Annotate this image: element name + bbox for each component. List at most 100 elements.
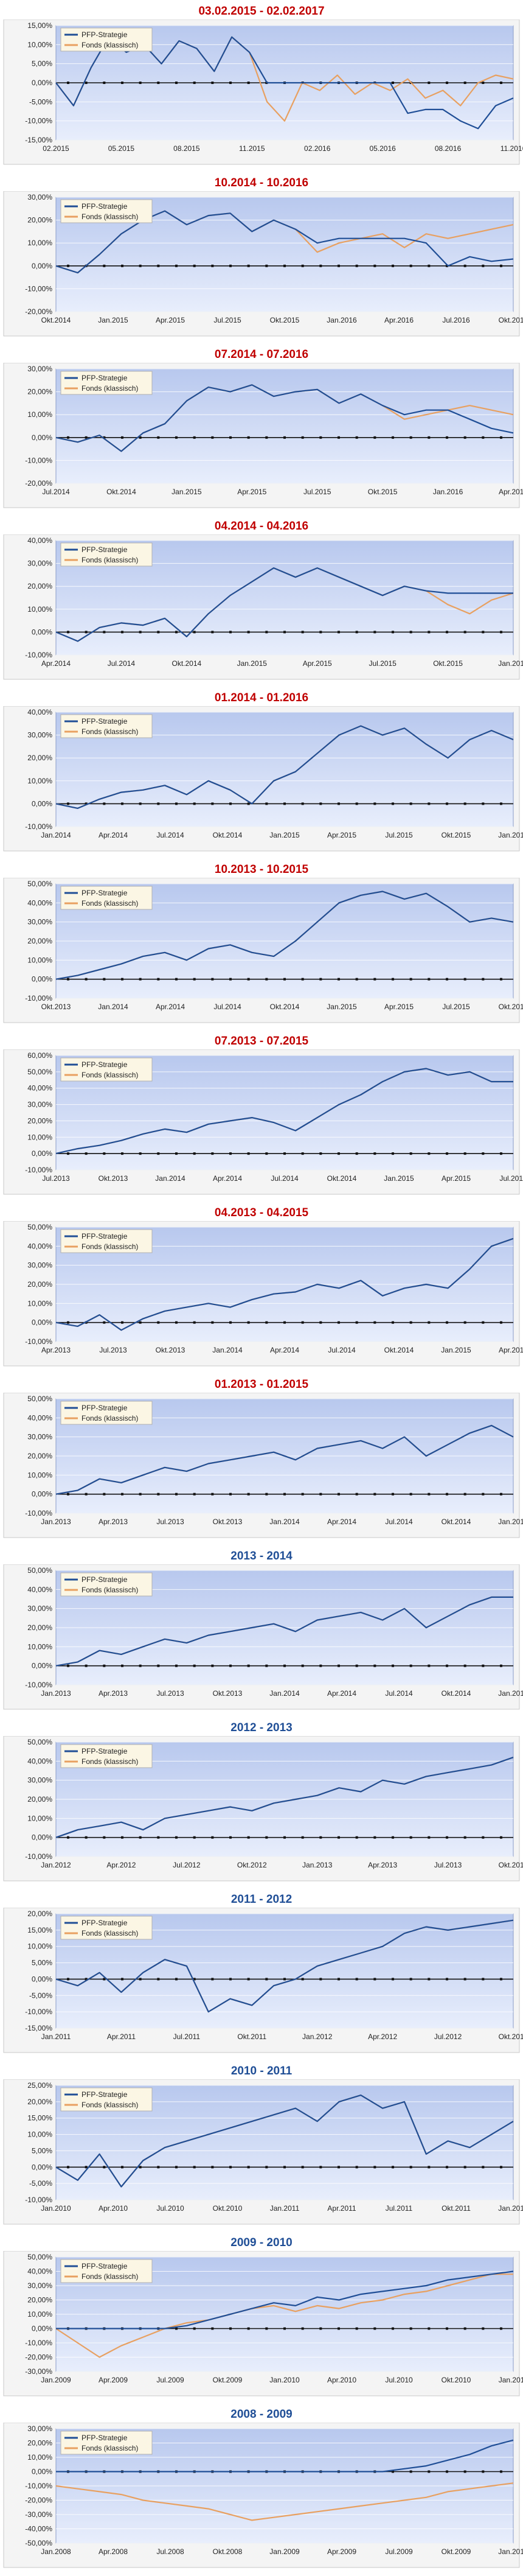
axis-marker	[121, 1493, 123, 1496]
axis-marker	[67, 1978, 69, 1981]
axis-marker	[85, 631, 88, 634]
axis-marker	[175, 2166, 178, 2169]
y-tick-label: 10,00%	[27, 410, 52, 419]
legend-label: PFP-Strategie	[81, 2262, 128, 2270]
x-tick-label: 05.2015	[108, 144, 135, 153]
axis-marker	[301, 2166, 304, 2169]
axis-marker	[482, 802, 485, 805]
axis-marker	[301, 1152, 304, 1155]
x-tick-label: Jan.2015	[441, 1346, 471, 1354]
axis-marker	[283, 802, 286, 805]
legend-label: Fonds (klassisch)	[81, 556, 138, 564]
x-tick-label: Jan.2016	[327, 316, 357, 324]
legend-label: PFP-Strategie	[81, 202, 128, 211]
axis-marker	[428, 2327, 431, 2330]
x-tick-label: Jul.2014	[385, 1517, 413, 1526]
x-tick-label: Apr.2014	[327, 1689, 356, 1698]
x-tick-label: 08.2016	[435, 144, 462, 153]
x-tick-label: Jan.2016	[498, 831, 523, 839]
x-tick-label: Jan.2009	[41, 2376, 71, 2384]
y-tick-label: 30,00%	[27, 918, 52, 926]
x-tick-label: Jul.2015	[385, 831, 413, 839]
axis-marker	[319, 802, 322, 805]
x-tick-label: Okt.2014	[442, 1689, 471, 1698]
y-tick-label: 50,00%	[27, 880, 52, 888]
axis-marker	[121, 802, 123, 805]
y-tick-label: -10,00%	[25, 2339, 52, 2347]
legend-box	[60, 2087, 153, 2112]
axis-marker	[446, 802, 448, 805]
x-tick-label: Apr.2014	[99, 831, 128, 839]
y-tick-label: 10,00%	[27, 956, 52, 964]
axis-marker	[482, 2327, 485, 2330]
axis-marker	[463, 436, 466, 439]
axis-marker	[121, 1321, 123, 1324]
axis-marker	[85, 1978, 88, 1981]
y-tick-label: 0,00%	[32, 2468, 52, 2476]
axis-marker	[193, 1836, 196, 1839]
x-tick-label: Okt.2014	[442, 1517, 471, 1526]
axis-marker	[265, 2166, 268, 2169]
x-tick-label: Jul.2014	[108, 659, 136, 668]
axis-marker	[319, 1152, 322, 1155]
axis-marker	[247, 2166, 250, 2169]
legend-label: PFP-Strategie	[81, 1747, 128, 1755]
x-tick-label: Okt.2015	[368, 488, 398, 496]
axis-marker	[428, 1321, 431, 1324]
y-tick-label: 30,00%	[27, 1433, 52, 1441]
legend-label: PFP-Strategie	[81, 2090, 128, 2099]
x-tick-label: Okt.2013	[99, 1174, 128, 1183]
axis-marker	[247, 1493, 250, 1496]
y-tick-label: 5,00%	[32, 2146, 52, 2155]
axis-marker	[211, 82, 214, 84]
axis-marker	[319, 2327, 322, 2330]
x-tick-label: Jan.2015	[98, 316, 128, 324]
x-tick-label: 05.2016	[369, 144, 396, 153]
axis-marker	[211, 1978, 214, 1981]
axis-marker	[247, 436, 250, 439]
axis-marker	[175, 1152, 178, 1155]
x-tick-label: Jan.2010	[269, 2376, 300, 2384]
series-line	[55, 1068, 513, 1155]
axis-marker	[211, 1321, 214, 1324]
axis-marker	[103, 264, 106, 267]
axis-marker	[211, 436, 214, 439]
axis-marker	[319, 631, 322, 634]
axis-marker	[67, 1321, 69, 1324]
y-tick-label: -15,00%	[25, 136, 52, 144]
axis-marker	[482, 436, 485, 439]
axis-marker	[121, 436, 123, 439]
line-chart: 30,00%20,00%10,00%0,00%-10,00%-20,00%Jul…	[3, 363, 523, 508]
y-tick-label: 0,00%	[32, 1149, 52, 1158]
axis-marker	[428, 1152, 431, 1155]
legend-label: Fonds (klassisch)	[81, 2444, 138, 2452]
x-tick-label: Jul.2012	[434, 2032, 462, 2041]
axis-marker	[157, 1664, 160, 1667]
axis-marker	[265, 1152, 268, 1155]
x-tick-label: Apr.2015	[384, 1003, 414, 1011]
axis-marker	[247, 1836, 250, 1839]
x-tick-label: Jul.2014	[156, 831, 184, 839]
y-tick-label: 40,00%	[27, 1084, 52, 1093]
axis-marker	[373, 1664, 376, 1667]
axis-marker	[139, 802, 142, 805]
legend-label: Fonds (klassisch)	[81, 1757, 138, 1766]
axis-marker	[85, 436, 88, 439]
axis-marker	[355, 264, 358, 267]
axis-marker	[121, 631, 123, 634]
x-tick-label: Okt.2012	[499, 2032, 523, 2041]
legend-box	[60, 714, 153, 738]
axis-marker	[265, 1664, 268, 1667]
axis-marker	[446, 436, 448, 439]
y-tick-label: 20,00%	[27, 1452, 52, 1460]
y-tick-label: -10,00%	[25, 1509, 52, 1517]
axis-marker	[67, 436, 69, 439]
legend-label: PFP-Strategie	[81, 1060, 128, 1069]
axis-marker	[229, 2327, 232, 2330]
line-chart: 20,00% 15,00% 10,00% 5,00% 0,00% -5,00% -10,00…	[3, 1908, 523, 2053]
axis-marker	[319, 978, 322, 981]
y-tick-label: 30,00%	[27, 1776, 52, 1785]
axis-marker	[463, 1664, 466, 1667]
y-tick-label: -15,00%	[25, 2024, 52, 2032]
series-line	[55, 2482, 514, 2521]
